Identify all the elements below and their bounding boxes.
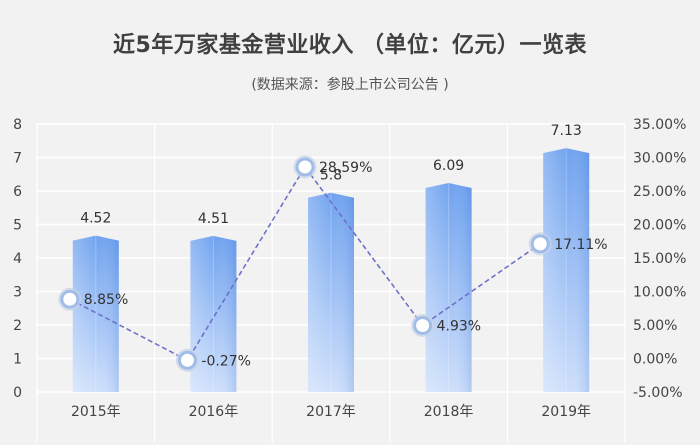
growth-marker-halo: [411, 313, 435, 337]
growth-marker: [60, 289, 80, 309]
y-right-tick-label: 15.00%: [633, 251, 686, 267]
bar: [72, 235, 119, 392]
growth-value-label: 8.85%: [84, 292, 128, 308]
growth-marker-halo: [528, 232, 552, 256]
growth-marker-halo: [58, 287, 82, 311]
y-right-tick-label: 30.00%: [633, 151, 686, 167]
y-left-tick-label: 8: [13, 117, 22, 133]
growth-marker-halo: [175, 348, 199, 372]
x-tick-label: 2016年: [189, 404, 239, 420]
bar-shading: [543, 148, 590, 392]
bar-shading: [72, 235, 119, 392]
y-right-tick-label: 25.00%: [633, 184, 686, 200]
growth-marker: [413, 315, 433, 335]
x-tick-label: 2019年: [541, 404, 591, 420]
y-left-tick-label: 0: [13, 385, 22, 401]
y-left-tick-label: 2: [13, 318, 22, 334]
y-left-tick-label: 4: [13, 251, 22, 267]
x-tick-label: 2015年: [71, 404, 121, 420]
bar: [425, 182, 472, 392]
bar-value-label: 6.09: [433, 158, 464, 174]
growth-value-label: 28.59%: [319, 160, 372, 176]
bar-value-label: 5.8: [320, 168, 342, 184]
chart-title: 近5年万家基金营业收入 （单位：亿元）一览表: [113, 33, 587, 58]
y-right-tick-label: -5.00%: [633, 385, 683, 401]
growth-marker-halo: [293, 155, 317, 179]
chart-subtitle: (数据来源：参股上市公司公告 ): [251, 77, 449, 93]
growth-marker: [177, 350, 197, 370]
x-tick-label: 2018年: [424, 404, 474, 420]
bar-value-label: 4.52: [80, 211, 111, 227]
bar: [190, 235, 237, 392]
y-right-tick-label: 10.00%: [633, 285, 686, 301]
y-left-tick-label: 1: [13, 352, 22, 368]
y-right-tick-label: 20.00%: [633, 218, 686, 234]
bar: [308, 192, 354, 392]
growth-value-label: 4.93%: [437, 318, 481, 334]
bar-shading: [190, 235, 237, 392]
bar: [543, 148, 590, 392]
x-tick-label: 2017年: [306, 404, 356, 420]
y-right-tick-label: 5.00%: [633, 318, 677, 334]
bar-value-label: 7.13: [551, 123, 582, 139]
growth-marker: [530, 234, 550, 254]
growth-line: [69, 165, 541, 362]
y-left-tick-label: 6: [13, 184, 22, 200]
bar-value-label: 4.51: [198, 211, 229, 227]
bar-shading: [425, 182, 472, 392]
y-right-tick-label: 0.00%: [633, 352, 677, 368]
y-right-tick-label: 35.00%: [633, 117, 686, 133]
y-left-tick-label: 7: [13, 151, 22, 167]
y-left-tick-label: 3: [13, 285, 22, 301]
growth-value-label: 17.11%: [554, 237, 607, 253]
growth-value-label: -0.27%: [201, 353, 251, 369]
bar-shading: [308, 192, 354, 392]
growth-marker: [295, 157, 315, 177]
y-left-tick-label: 5: [13, 218, 22, 234]
